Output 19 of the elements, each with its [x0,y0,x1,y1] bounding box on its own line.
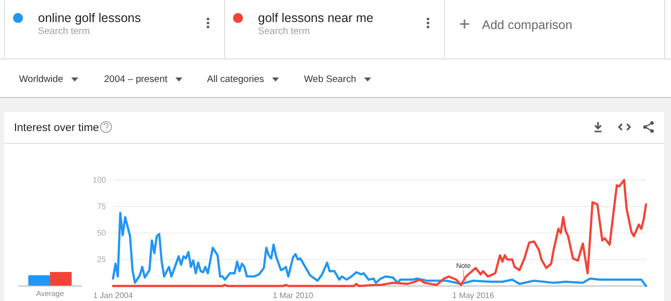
chart-title: Interest over time [14,122,99,134]
line-series [112,212,648,288]
text: All categories [207,74,264,85]
y-tick-label: 75 [97,202,107,212]
text: Search term [38,26,90,37]
y-tick-label: 25 [97,255,107,264]
text: Worldwide [19,74,64,85]
text: Web Search [304,74,356,85]
y-tick-label: 50 [97,228,107,238]
text: Add comparison [482,18,572,32]
x-tick-label: 1 Jan 2004 [93,290,134,300]
text: 2004 – present [104,74,168,85]
x-tick-label: 1 Mar 2010 [272,290,314,300]
text: Search term [258,26,310,37]
x-tick-label: 1 May 2016 [452,290,495,300]
line-series [112,178,648,288]
y-tick-label: 100 [92,176,107,185]
legend-label: online golf lessons [38,11,141,25]
legend-label: golf lessons near me [258,11,374,25]
